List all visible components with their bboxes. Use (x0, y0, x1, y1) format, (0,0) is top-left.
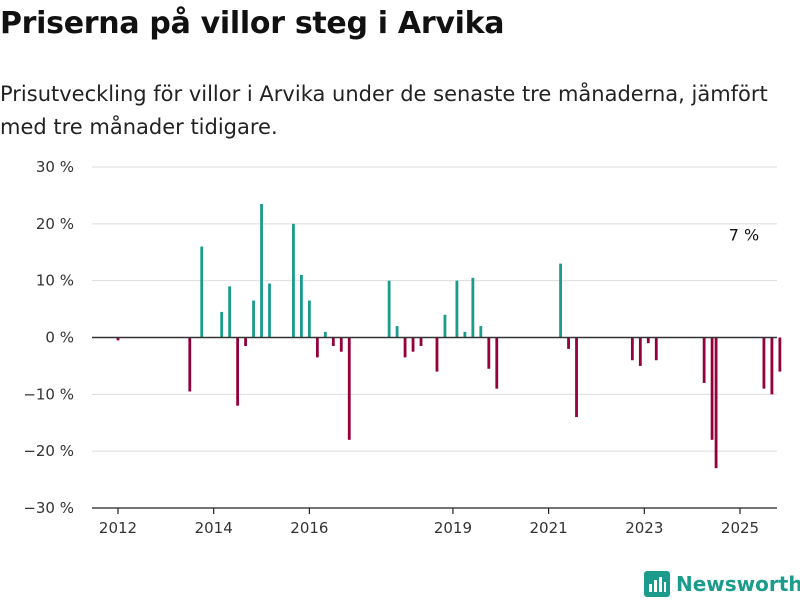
bar (315, 337, 319, 358)
axes (92, 336, 777, 514)
bar (778, 337, 782, 372)
bar (347, 337, 351, 440)
y-tick-label: 0 % (45, 329, 74, 347)
latest-value-label: 7 % (729, 226, 759, 245)
x-tick-label: 2025 (721, 519, 759, 537)
newsworthy-logo-icon (644, 571, 670, 597)
bar (443, 314, 447, 338)
bar (435, 337, 439, 372)
tick-labels: 30 % 20 % 10 % 0 % −10 % −20 % −30 % 2012 2014 20… (23, 158, 759, 537)
bar (630, 337, 634, 361)
bar (714, 337, 718, 469)
bar (463, 331, 467, 338)
bars (116, 203, 782, 469)
bar (200, 246, 204, 338)
bar (702, 337, 706, 383)
brand-name: Newsworthy (676, 572, 800, 596)
bar (228, 286, 232, 338)
y-tick-label: −20 % (23, 442, 74, 460)
bar (244, 337, 247, 347)
x-tick-label: 2016 (290, 519, 328, 537)
chart-title: Priserna på villor steg i Arvika (0, 6, 505, 41)
x-tick-label: 2019 (434, 519, 472, 537)
x-tick-label: 2021 (530, 519, 568, 537)
bar (495, 337, 499, 389)
bar (559, 263, 562, 338)
bar (487, 337, 491, 369)
y-tick-label: 20 % (36, 215, 74, 233)
bar (575, 337, 578, 418)
bar (331, 337, 335, 347)
bar (300, 274, 303, 338)
bar (403, 337, 407, 358)
bar (762, 337, 766, 389)
bar (339, 337, 343, 352)
bar (419, 337, 423, 347)
bar (116, 337, 120, 341)
bar (292, 223, 295, 338)
bar (188, 337, 192, 392)
bar (471, 277, 475, 338)
bar (236, 337, 240, 406)
bar (220, 311, 224, 338)
bar (323, 331, 327, 338)
x-tick-label: 2012 (99, 519, 137, 537)
bar (654, 337, 658, 361)
bar (646, 337, 650, 344)
x-tick-label: 2014 (195, 519, 233, 537)
y-tick-label: 10 % (36, 272, 74, 290)
bar (455, 280, 459, 338)
bar (479, 326, 483, 338)
bar (770, 337, 774, 395)
bar (567, 337, 570, 349)
bar (252, 300, 255, 338)
bar (411, 337, 415, 352)
y-tick-label: −30 % (23, 499, 74, 517)
bar (387, 280, 391, 338)
x-tick-label: 2023 (625, 519, 663, 537)
bar (638, 337, 642, 366)
brand-logo: Newsworthy (644, 569, 800, 599)
bar (395, 326, 399, 338)
bar (268, 283, 271, 338)
y-tick-label: 30 % (36, 158, 74, 176)
bar (710, 337, 714, 440)
bar (307, 300, 311, 338)
bar (260, 203, 263, 338)
y-tick-label: −10 % (23, 385, 74, 403)
chart-subtitle: Prisutveckling för villor i Arvika under… (0, 82, 768, 139)
